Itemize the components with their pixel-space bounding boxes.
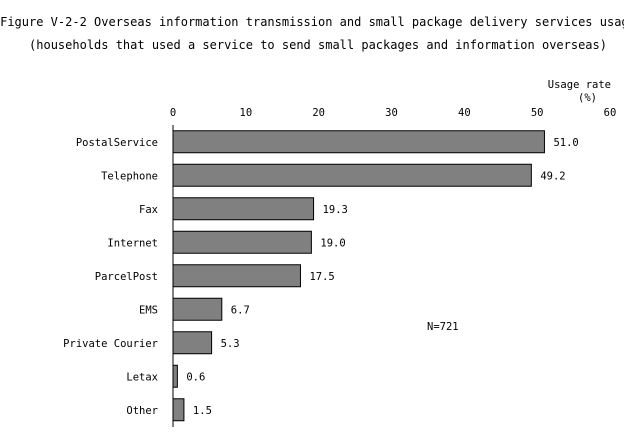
bar [173, 164, 531, 186]
bar [173, 231, 311, 253]
value-label: 51.0 [553, 137, 578, 149]
bar [173, 332, 212, 354]
bar [173, 131, 544, 153]
category-label: Internet [107, 237, 158, 249]
x-tick-label: 30 [385, 107, 398, 119]
bars: PostalService 51.0 Telephone 49.2 Fax 19.3 Int… [63, 131, 579, 421]
bar [173, 198, 314, 220]
value-label: 5.3 [221, 338, 240, 350]
category-label: Letax [126, 371, 158, 383]
x-axis-label: Usage rate [548, 79, 611, 91]
x-tick-label: 60 [604, 107, 617, 119]
category-label: Private Courier [63, 338, 158, 350]
chart: Figure V-2-2 Overseas information transm… [0, 0, 624, 447]
category-label: ParcelPost [95, 271, 158, 283]
value-label: 6.7 [231, 304, 250, 316]
x-tick-label: 10 [240, 107, 253, 119]
value-label: 17.5 [309, 271, 334, 283]
chart-title: Figure V-2-2 Overseas information transm… [0, 15, 624, 29]
x-tick-label: 0 [170, 107, 176, 119]
bar [173, 265, 300, 287]
category-label: Other [126, 405, 158, 417]
x-tick-label: 40 [458, 107, 471, 119]
x-axis-unit: (%) [578, 92, 597, 104]
bar [173, 365, 177, 387]
value-label: 49.2 [540, 170, 565, 182]
value-label: 19.3 [323, 204, 348, 216]
category-label: Fax [139, 204, 158, 216]
sample-size-note: N=721 [427, 321, 459, 333]
bar [173, 399, 184, 421]
x-tick-label: 20 [312, 107, 325, 119]
x-tick-label: 50 [531, 107, 544, 119]
category-label: Telephone [101, 170, 158, 182]
category-label: PostalService [76, 137, 158, 149]
category-label: EMS [139, 304, 158, 316]
value-label: 19.0 [320, 237, 345, 249]
x-axis-ticks: 0 10 20 30 40 50 60 [170, 107, 616, 119]
bar [173, 298, 222, 320]
value-label: 0.6 [186, 371, 205, 383]
value-label: 1.5 [193, 405, 212, 417]
chart-subtitle: (households that used a service to send … [29, 38, 607, 52]
